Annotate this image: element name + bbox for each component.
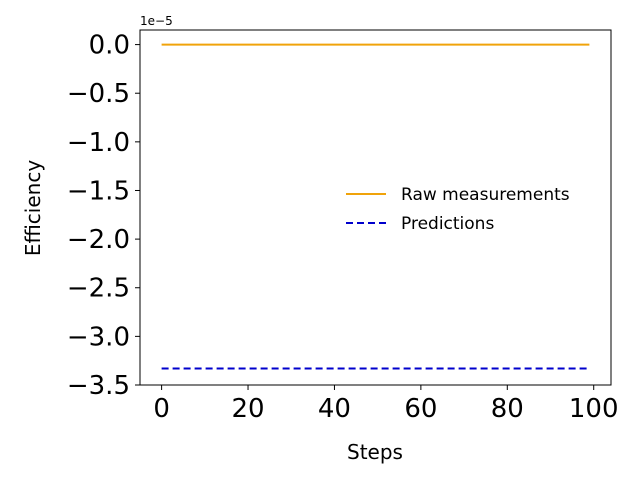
- y-offset-label: 1e−5: [140, 14, 173, 28]
- x-axis: 0 20 40 60 80 100: [153, 385, 619, 424]
- y-tick-label: −3.0: [67, 322, 130, 352]
- x-tick-label: 20: [231, 394, 264, 424]
- legend-label: Raw measurements: [401, 185, 570, 205]
- y-tick-label: −0.5: [67, 79, 130, 109]
- x-tick-label: 40: [318, 394, 351, 424]
- legend-label: Predictions: [401, 214, 494, 234]
- y-tick-label: −2.0: [67, 225, 130, 255]
- series-layer: [161, 43, 590, 370]
- x-tick-label: 80: [491, 394, 524, 424]
- y-tick-label: −1.5: [67, 176, 130, 206]
- y-axis: 0.0 −0.5 −1.0 −1.5 −2.0 −2.5 −3.0 −3.5: [67, 31, 140, 401]
- plot-area: [139, 29, 612, 386]
- x-tick-label: 60: [404, 394, 437, 424]
- x-axis-label: Steps: [347, 440, 403, 464]
- y-tick-label: −1.0: [67, 128, 130, 158]
- y-axis-label: Efficiency: [21, 160, 45, 257]
- x-tick-label: 0: [153, 394, 170, 424]
- y-tick-label: 0.0: [89, 31, 130, 61]
- x-tick-label: 100: [569, 394, 619, 424]
- y-tick-label: −2.5: [67, 274, 130, 304]
- legend: Raw measurements Predictions: [346, 185, 570, 234]
- y-tick-label: −3.5: [67, 371, 130, 401]
